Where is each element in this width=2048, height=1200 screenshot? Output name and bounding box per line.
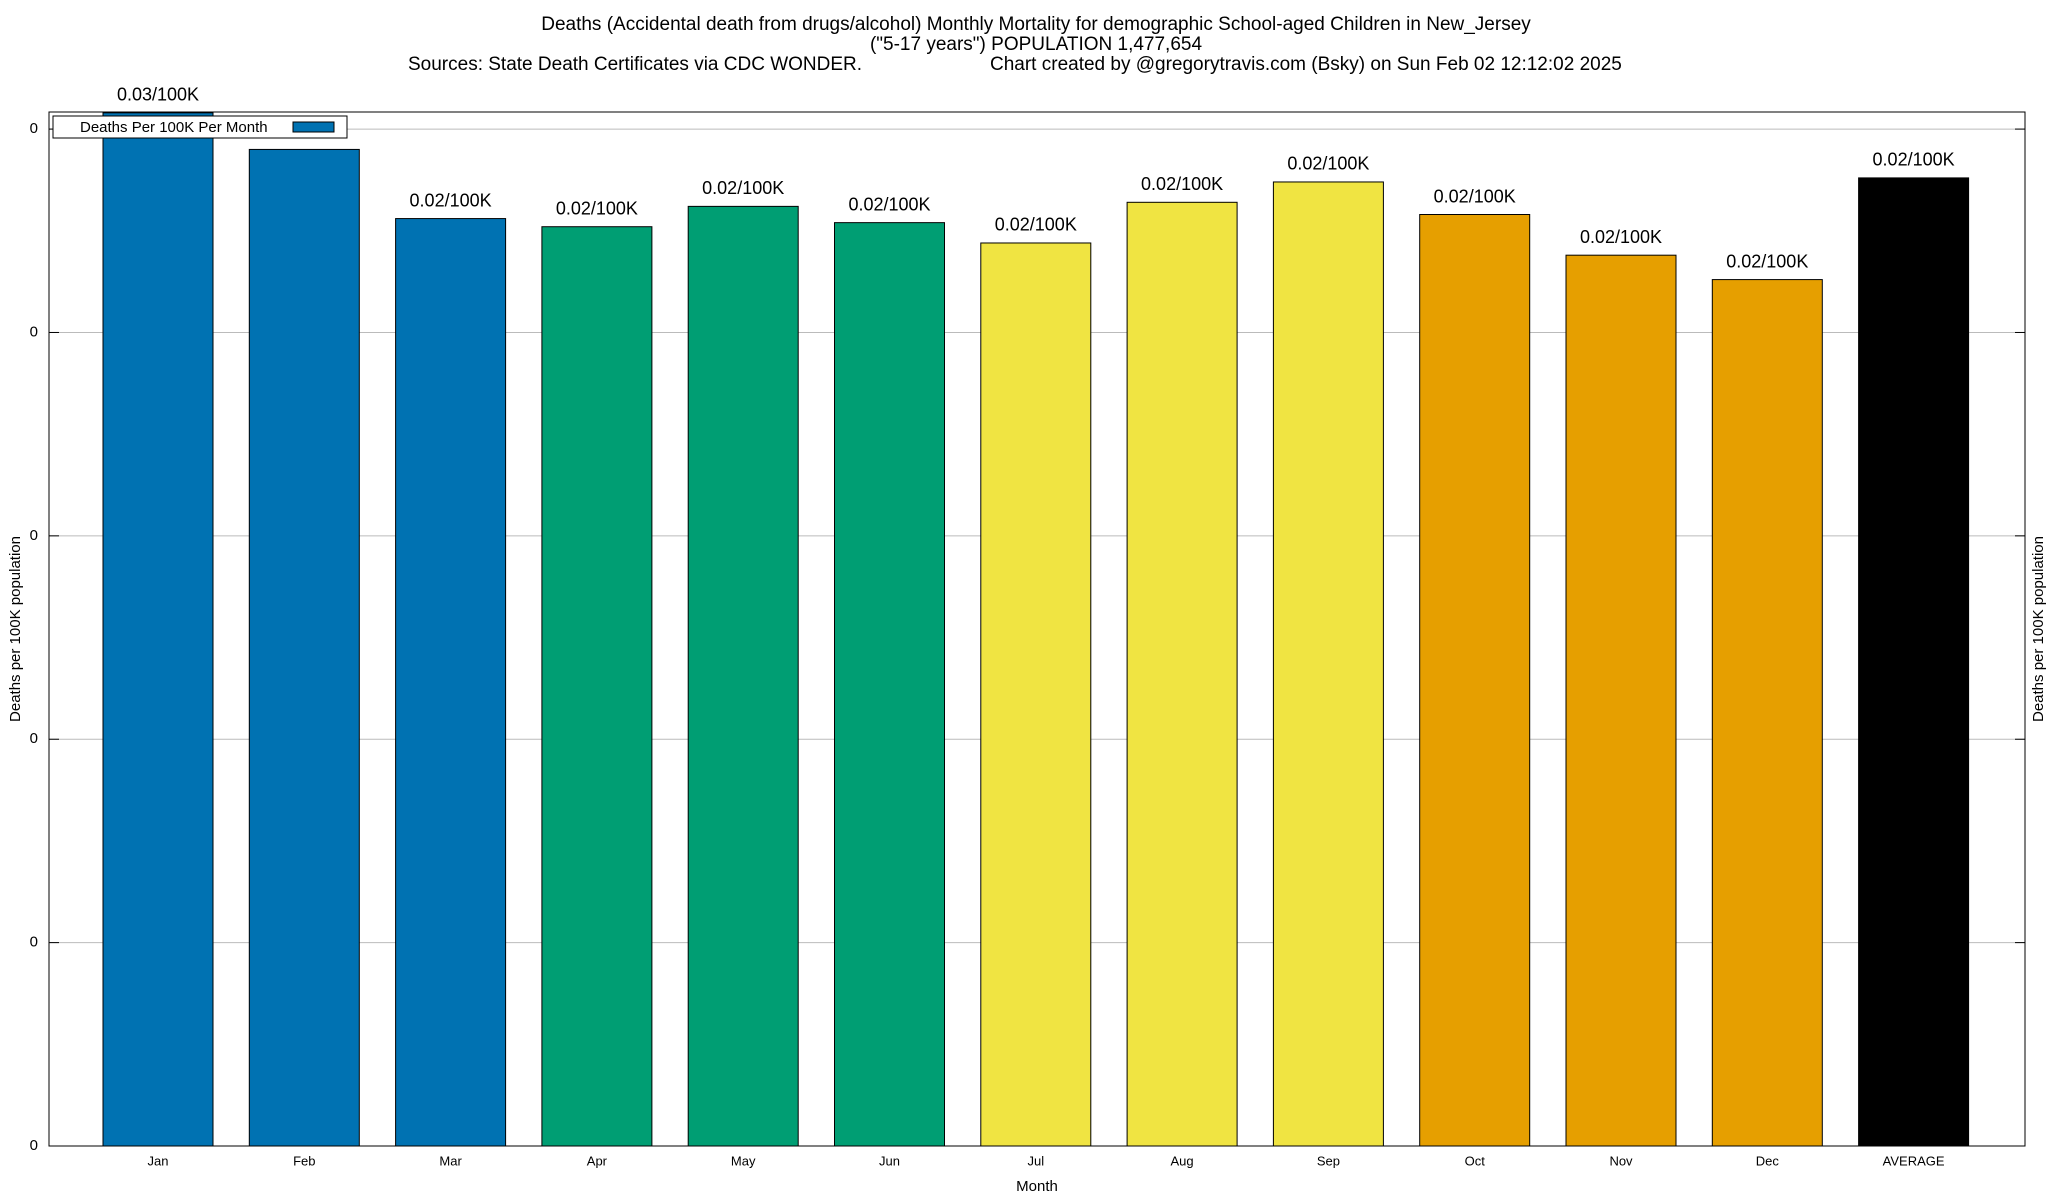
- bar: [1858, 177, 1970, 1147]
- value-label: 0.03/100K: [117, 85, 199, 105]
- x-axis-label: Month: [1016, 1178, 1058, 1195]
- y-tick-label: 0: [30, 730, 38, 747]
- chart-title: Deaths (Accidental death from drugs/alco…: [541, 14, 1531, 35]
- legend-box: [52, 115, 348, 139]
- x-tick-label: Jun: [879, 1153, 900, 1168]
- bar: [687, 205, 799, 1147]
- x-tick-label: Mar: [439, 1153, 462, 1168]
- chart-subtitle: ("5-17 years") POPULATION 1,477,654: [870, 34, 1202, 55]
- bar: [1565, 254, 1677, 1147]
- x-tick-label: Jul: [1027, 1153, 1044, 1168]
- bar: [1711, 279, 1823, 1147]
- value-label: 0.02/100K: [410, 190, 492, 210]
- y-tick-label: 0: [30, 934, 38, 951]
- x-tick-label: Dec: [1756, 1153, 1780, 1168]
- x-tick-label: May: [731, 1153, 756, 1168]
- y-tick-label: 0: [30, 323, 38, 340]
- bar: [1126, 201, 1238, 1147]
- y-axis-label: Deaths per 100K population: [7, 536, 24, 722]
- x-tick-label: Sep: [1317, 1153, 1340, 1168]
- value-label: 0.02/100K: [1141, 174, 1223, 194]
- value-label: 0.02/100K: [1873, 150, 1955, 170]
- x-tick-label: AVERAGE: [1883, 1153, 1945, 1168]
- bar: [1272, 181, 1384, 1147]
- y-tick-label: 0: [30, 1137, 38, 1154]
- value-label: 0.02/100K: [556, 198, 638, 218]
- value-label: 0.02/100K: [1726, 251, 1808, 271]
- y2-axis-label: Deaths per 100K population: [2030, 536, 2047, 722]
- bar: [102, 112, 214, 1147]
- value-label: 0.02/100K: [995, 215, 1077, 235]
- bar: [541, 226, 653, 1147]
- value-label: 0.02/100K: [1287, 154, 1369, 174]
- x-tick-label: Jan: [148, 1153, 169, 1168]
- x-tick-label: Apr: [587, 1153, 608, 1168]
- bar: [980, 242, 1092, 1147]
- bar: [1419, 214, 1531, 1147]
- y-tick-label: 0: [30, 527, 38, 544]
- credit-note: Chart created by @gregorytravis.com (Bsk…: [990, 54, 1622, 75]
- value-label: 0.02/100K: [1580, 227, 1662, 247]
- x-tick-label: Aug: [1171, 1153, 1194, 1168]
- x-tick-label: Feb: [293, 1153, 315, 1168]
- value-label: 0.02/100K: [848, 194, 930, 214]
- legend-label: Deaths Per 100K Per Month: [80, 119, 268, 136]
- x-tick-label: Oct: [1465, 1153, 1486, 1168]
- bar: [248, 148, 360, 1147]
- value-label: 0.02/100K: [702, 178, 784, 198]
- value-label: 0.02/100K: [1434, 186, 1516, 206]
- source-note: Sources: State Death Certificates via CD…: [408, 54, 862, 75]
- legend-swatch: [292, 121, 335, 133]
- y-tick-label: 0: [30, 120, 38, 137]
- x-tick-label: Nov: [1609, 1153, 1633, 1168]
- plot-frame: [48, 111, 2026, 1147]
- bar: [395, 218, 507, 1147]
- bar: [834, 222, 945, 1147]
